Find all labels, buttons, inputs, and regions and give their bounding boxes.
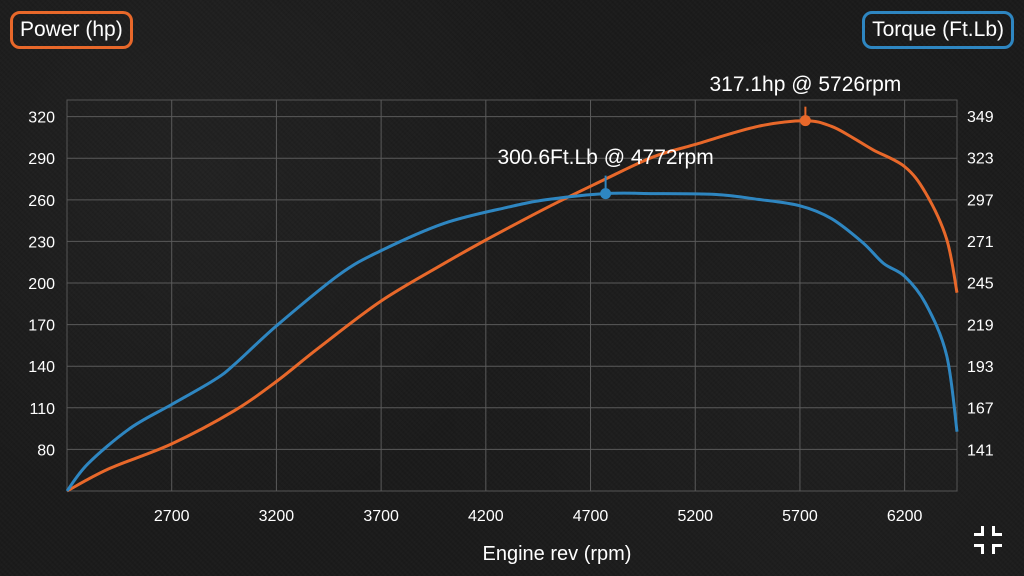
power-curve: [66, 119, 959, 493]
left-y-tick-label: 200: [28, 276, 55, 293]
right-y-tick-label: 297: [967, 192, 994, 209]
power-peak-annotation: 317.1hp @ 5726rpm: [709, 73, 901, 96]
left-y-tick-label: 170: [28, 318, 55, 335]
x-tick-label: 3700: [363, 508, 399, 525]
right-y-tick-label: 323: [967, 151, 994, 168]
left-y-tick-label: 260: [28, 193, 55, 210]
left-y-tick-label: 80: [37, 442, 55, 459]
plot-frame: [66, 99, 958, 492]
power-legend-badge[interactable]: Power (hp): [10, 11, 133, 49]
x-tick-label: 6200: [887, 508, 923, 525]
left-y-tick-label: 320: [28, 110, 55, 127]
right-y-tick-label: 349: [967, 109, 994, 126]
right-y-tick-label: 271: [967, 234, 994, 251]
x-tick-label: 3200: [259, 508, 295, 525]
torque-peak-marker: [600, 188, 612, 200]
right-y-tick-label: 219: [967, 317, 994, 334]
right-y-tick-label: 167: [967, 401, 994, 418]
x-tick-label: 2700: [154, 508, 190, 525]
left-y-tick-label: 140: [28, 359, 55, 376]
x-tick-label: 5700: [782, 508, 818, 525]
right-y-tick-label: 245: [967, 276, 994, 293]
torque-curve: [65, 191, 959, 492]
right-y-tick-label: 141: [967, 442, 994, 459]
collapse-arrows-icon[interactable]: [968, 520, 1008, 560]
right-y-tick-label: 193: [967, 359, 994, 376]
x-axis-label: Engine rev (rpm): [483, 543, 632, 565]
x-tick-label: 4700: [573, 508, 609, 525]
x-tick-label: 4200: [468, 508, 504, 525]
power-peak-marker: [799, 115, 811, 127]
left-y-tick-label: 290: [28, 151, 55, 168]
torque-legend-badge[interactable]: Torque (Ft.Lb): [862, 11, 1014, 49]
x-tick-label: 5200: [677, 508, 713, 525]
torque-peak-annotation: 300.6Ft.Lb @ 4772rpm: [497, 146, 713, 169]
left-y-tick-label: 230: [28, 234, 55, 251]
left-y-tick-label: 110: [29, 401, 55, 418]
